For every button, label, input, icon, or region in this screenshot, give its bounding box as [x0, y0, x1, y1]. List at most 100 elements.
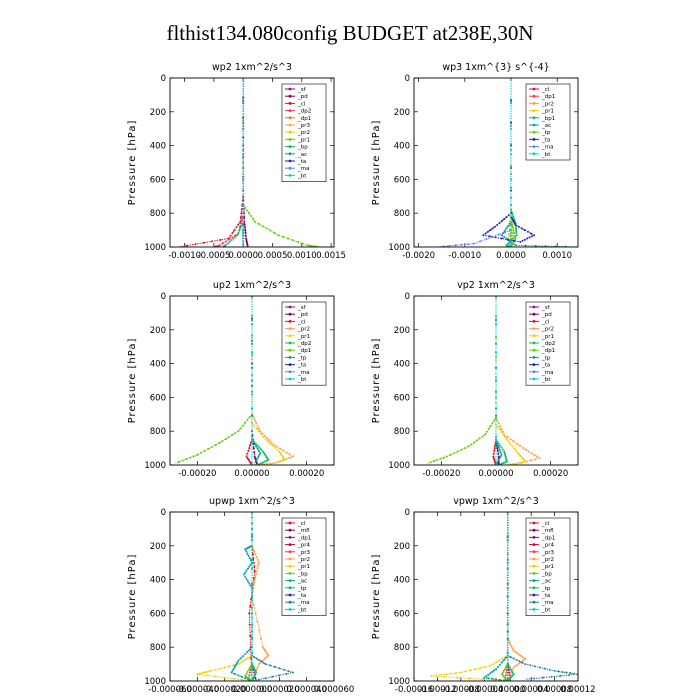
series-marker [205, 671, 208, 673]
series-marker [518, 653, 521, 656]
series-marker [524, 244, 527, 247]
y-tick-label: 1000 [388, 461, 410, 471]
series-marker [242, 237, 245, 240]
legend-label: _pr4 [297, 543, 311, 549]
series-marker [469, 669, 472, 672]
series-marker [282, 449, 285, 452]
legend-label: _pr2 [541, 327, 554, 333]
series-marker [251, 623, 253, 626]
legend-label: _bt [297, 377, 307, 383]
series-marker [493, 419, 496, 422]
series-marker [493, 447, 496, 450]
legend-marker [532, 130, 536, 134]
series-marker [244, 206, 247, 209]
series-marker [249, 668, 252, 671]
legend-marker [532, 521, 536, 525]
series-marker [262, 647, 265, 650]
series-marker [253, 581, 256, 584]
legend-label: _ac [541, 579, 551, 585]
panel-title: up2 1xm^2/s^3 [213, 280, 291, 291]
series-marker [485, 675, 488, 678]
legend-label: _pr2 [541, 101, 554, 107]
legend-label: _pr3 [297, 123, 311, 129]
series-marker [533, 234, 536, 237]
x-tick-label: 0.00012 [560, 685, 595, 695]
series-marker [266, 437, 268, 439]
series-marker [488, 235, 491, 238]
plot-frame [169, 295, 335, 466]
series-marker [181, 459, 184, 462]
series-marker [500, 661, 503, 664]
series-marker [497, 452, 500, 455]
series-marker [515, 234, 518, 237]
chart-panel-2: wp3 1xm^{3} s^{-4} Pressure [hPa] 0 200 400 6… [371, 62, 579, 261]
legend-marker [288, 305, 292, 309]
series-marker [518, 453, 521, 456]
series-marker [497, 665, 499, 668]
series-marker [282, 235, 285, 238]
series-marker [240, 675, 243, 678]
legend-label: _dp1 [297, 348, 311, 354]
y-tick-label: 0 [161, 292, 166, 302]
series-marker [504, 436, 507, 439]
series-marker [251, 651, 253, 654]
series-marker [548, 668, 551, 671]
series-marker [513, 234, 516, 237]
series-marker [521, 461, 524, 464]
panel-title: wp3 1xm^{3} s^{-4} [442, 62, 549, 73]
series-marker [489, 664, 492, 667]
series-marker [248, 667, 251, 669]
series-marker [538, 457, 541, 460]
figure-title: flthist134.080config BUDGET at238E,30N [166, 21, 533, 45]
series-marker [486, 230, 489, 233]
series-marker [503, 229, 506, 232]
series-marker [511, 234, 514, 237]
series-marker [442, 456, 445, 459]
legend-marker [532, 528, 536, 532]
series-marker [237, 663, 240, 666]
series-marker [510, 203, 512, 206]
series-marker [257, 427, 260, 430]
series-marker [267, 458, 270, 461]
plot-frame [169, 77, 335, 248]
series-marker [497, 458, 500, 461]
series-marker [232, 237, 235, 240]
series-marker [231, 434, 233, 437]
series-marker [449, 453, 452, 456]
series-marker [225, 240, 227, 243]
x-tick-label: 0.00008 [537, 685, 572, 695]
chart-panel-1: wp2 1xm^2/s^3 Pressure [hPa] 0 200 400 600 800… [127, 62, 346, 261]
series-marker [244, 229, 247, 232]
legend-label: _ma [541, 145, 553, 151]
series-marker [241, 660, 244, 663]
series-marker [232, 667, 235, 670]
series-marker [491, 671, 494, 673]
legend-label: _mfl [541, 528, 554, 534]
series-marker [244, 653, 247, 655]
series-marker [515, 658, 518, 661]
legend-label: _dp2 [297, 109, 311, 115]
series-marker [510, 645, 513, 648]
series-marker [525, 460, 528, 463]
legend-label: _bp [541, 571, 552, 577]
series-marker [498, 448, 501, 451]
chart-panel-6: vpwp 1xm^2/s^3 Pressure [hPa] 0 200 400 600 80… [371, 496, 596, 695]
series-marker [527, 230, 529, 233]
series-marker [518, 660, 521, 663]
y-tick-label: 800 [394, 427, 410, 437]
series-marker [435, 674, 438, 677]
series-marker [252, 587, 255, 589]
series-marker [251, 435, 253, 438]
y-tick-label: 600 [394, 609, 410, 619]
series-marker [271, 675, 274, 678]
series-marker [245, 455, 248, 458]
series-marker [496, 460, 499, 463]
series-marker [252, 416, 255, 419]
series-group [175, 296, 295, 465]
legend-marker [532, 138, 536, 141]
series-marker [242, 240, 245, 243]
series-marker [226, 242, 229, 245]
series-marker [503, 231, 506, 234]
legend-label: _dp1 [541, 535, 555, 541]
series-marker [236, 234, 239, 237]
